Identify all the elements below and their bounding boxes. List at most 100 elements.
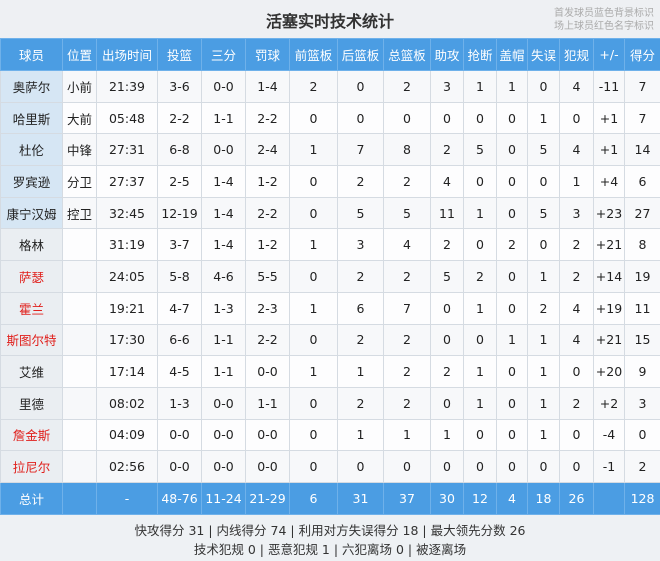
stat-cell: 11 xyxy=(430,196,464,230)
stat-cell: 0 xyxy=(337,70,384,103)
stat-cell: 0-0 xyxy=(245,418,290,452)
stat-cell: 0 xyxy=(463,323,497,357)
player-name[interactable]: 康宁汉姆 xyxy=(0,196,63,230)
player-name[interactable]: 里德 xyxy=(0,386,63,420)
player-name[interactable]: 奥萨尔 xyxy=(0,70,63,103)
stat-cell: 5 xyxy=(430,260,464,293)
column-header[interactable]: 投篮 xyxy=(157,38,202,71)
player-name[interactable]: 萨瑟 xyxy=(0,260,63,293)
stat-cell: 0 xyxy=(527,165,560,198)
column-header[interactable]: +/- xyxy=(593,38,625,71)
stat-cell: 02:56 xyxy=(96,450,158,483)
stat-cell: 0 xyxy=(496,260,528,293)
stat-cell: 5 xyxy=(527,133,560,167)
table-row: 里德 08:02 1-3 0-0 1-1 0 2 2 0 1 0 1 2 +2 3 xyxy=(0,386,660,420)
legend: 首发球员蓝色背景标识 场上球员红色名字标识 xyxy=(554,7,654,33)
stat-cell: 0 xyxy=(430,450,464,483)
player-name[interactable]: 拉尼尔 xyxy=(0,450,63,483)
stat-cell: 0 xyxy=(527,70,560,103)
column-header[interactable]: 位置 xyxy=(62,38,97,71)
column-header[interactable]: 出场时间 xyxy=(96,38,158,71)
stat-cell: 0 xyxy=(337,450,384,483)
stat-cell: 4 xyxy=(430,165,464,198)
stat-cell: 2 xyxy=(337,260,384,293)
legend-on-court: 场上球员红色名字标识 xyxy=(554,21,654,32)
header-row: 球员 位置 出场时间 投篮 三分 罚球 前篮板 后篮板 总篮板 助攻 抢断 盖帽 失误 犯规 +/- 得分 xyxy=(0,38,660,71)
stat-cell: 0 xyxy=(383,450,431,483)
player-name[interactable]: 艾维 xyxy=(0,355,63,388)
stat-cell: 4-6 xyxy=(201,260,246,293)
stat-cell: 2 xyxy=(463,260,497,293)
column-header[interactable]: 后篮板 xyxy=(337,38,384,71)
total-cell: 总计 xyxy=(0,481,63,515)
stat-cell: 3 xyxy=(559,196,594,230)
stat-cell: 1 xyxy=(289,291,338,325)
stat-cell: 6-6 xyxy=(157,323,202,357)
column-header[interactable]: 总篮板 xyxy=(383,38,431,71)
stat-cell: 0 xyxy=(463,101,497,135)
stat-cell: 1-2 xyxy=(245,228,290,262)
player-name[interactable]: 格林 xyxy=(0,228,63,262)
stat-cell: 0 xyxy=(496,355,528,388)
column-header[interactable]: 得分 xyxy=(624,38,660,71)
stat-cell: 8 xyxy=(624,228,660,262)
player-name[interactable]: 霍兰 xyxy=(0,291,63,325)
stat-cell: 0 xyxy=(559,450,594,483)
table-row: 拉尼尔 02:56 0-0 0-0 0-0 0 0 0 0 0 0 0 0 -1 2 xyxy=(0,450,660,483)
stat-cell: 0 xyxy=(463,165,497,198)
player-name[interactable]: 杜伦 xyxy=(0,133,63,167)
stat-cell: 4 xyxy=(559,70,594,103)
stat-cell: 5 xyxy=(463,133,497,167)
stat-cell: 0 xyxy=(337,101,384,135)
stat-cell: +2 xyxy=(593,386,625,420)
stat-cell: 1 xyxy=(337,418,384,452)
stat-cell: 0 xyxy=(383,101,431,135)
column-header[interactable]: 三分 xyxy=(201,38,246,71)
table-row: 杜伦 中锋 27:31 6-8 0-0 2-4 1 7 8 2 5 0 5 4 +1 14 xyxy=(0,133,660,167)
stat-cell: 2-5 xyxy=(157,165,202,198)
stat-cell: 0 xyxy=(430,386,464,420)
stat-cell: 0 xyxy=(289,260,338,293)
stat-cell xyxy=(62,355,97,388)
stat-cell: 0 xyxy=(289,165,338,198)
stat-cell: 0-0 xyxy=(201,133,246,167)
column-header[interactable]: 球员 xyxy=(0,38,63,71)
summary-line-2: 技术犯规 0 | 恶意犯规 1 | 六犯离场 0 | 被逐离场 xyxy=(193,541,467,557)
stat-cell: +1 xyxy=(593,133,625,167)
column-header[interactable]: 盖帽 xyxy=(496,38,528,71)
stat-cell: 9 xyxy=(624,355,660,388)
stat-cell: 2 xyxy=(430,228,464,262)
stat-cell: 6 xyxy=(337,291,384,325)
stat-cell: 1-1 xyxy=(245,386,290,420)
stat-cell: 1-3 xyxy=(201,291,246,325)
stat-cell: 2-2 xyxy=(245,196,290,230)
total-cell xyxy=(62,481,97,515)
player-name[interactable]: 哈里斯 xyxy=(0,101,63,135)
stat-cell xyxy=(62,450,97,483)
player-name[interactable]: 斯图尔特 xyxy=(0,323,63,357)
stat-cell: 1 xyxy=(289,228,338,262)
stat-cell: +19 xyxy=(593,291,625,325)
total-cell: 4 xyxy=(496,481,528,515)
stat-cell: 2 xyxy=(383,323,431,357)
stat-cell: 27:31 xyxy=(96,133,158,167)
stat-cell: 7 xyxy=(624,101,660,135)
column-header[interactable]: 前篮板 xyxy=(289,38,338,71)
stat-cell: 1 xyxy=(337,355,384,388)
column-header[interactable]: 抢断 xyxy=(463,38,497,71)
table-row: 康宁汉姆 控卫 32:45 12-19 1-4 2-2 0 5 5 11 1 0 5 3 +23 27 xyxy=(0,196,660,230)
stat-cell: 2 xyxy=(496,228,528,262)
column-header[interactable]: 助攻 xyxy=(430,38,464,71)
stat-cell: 19 xyxy=(624,260,660,293)
player-name[interactable]: 罗宾逊 xyxy=(0,165,63,198)
column-header[interactable]: 犯规 xyxy=(559,38,594,71)
stat-cell: 2 xyxy=(383,355,431,388)
column-header[interactable]: 罚球 xyxy=(245,38,290,71)
stat-cell: 0 xyxy=(496,196,528,230)
stat-cell: 0 xyxy=(463,228,497,262)
column-header[interactable]: 失误 xyxy=(527,38,560,71)
total-cell: 37 xyxy=(383,481,431,515)
stat-cell xyxy=(62,228,97,262)
stat-cell: 0 xyxy=(496,133,528,167)
player-name[interactable]: 詹金斯 xyxy=(0,418,63,452)
